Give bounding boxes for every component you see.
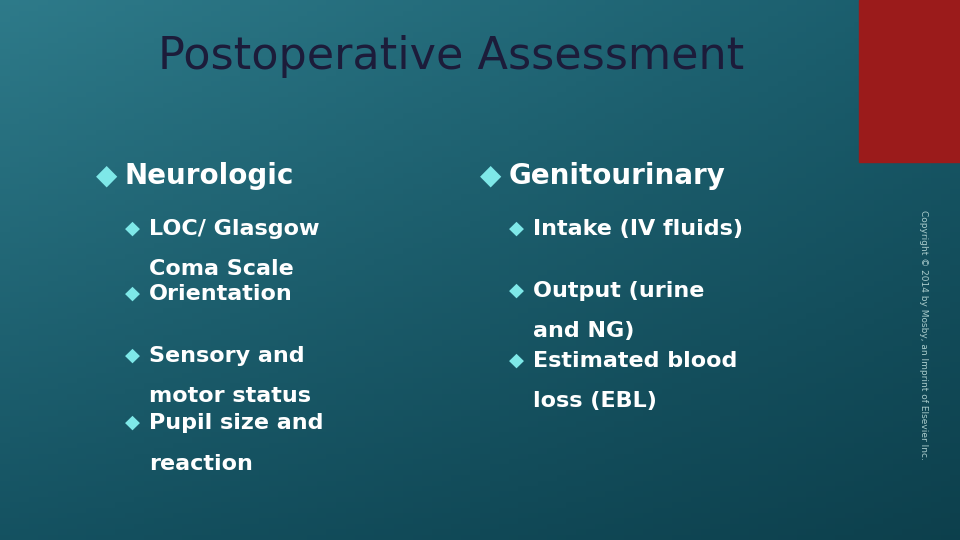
Text: ◆: ◆ (480, 162, 501, 190)
Text: Sensory and: Sensory and (149, 346, 304, 366)
Text: Genitourinary: Genitourinary (509, 162, 726, 190)
Text: Estimated blood: Estimated blood (533, 351, 737, 371)
Text: ◆: ◆ (125, 284, 140, 302)
Text: ◆: ◆ (125, 346, 140, 365)
Text: Orientation: Orientation (149, 284, 293, 303)
Text: LOC/ Glasgow: LOC/ Glasgow (149, 219, 320, 239)
Text: reaction: reaction (149, 454, 252, 474)
Text: ◆: ◆ (509, 281, 524, 300)
Text: loss (EBL): loss (EBL) (533, 392, 657, 411)
Text: motor status: motor status (149, 386, 311, 406)
Text: ◆: ◆ (96, 162, 117, 190)
Text: and NG): and NG) (533, 321, 635, 341)
Text: ◆: ◆ (125, 413, 140, 432)
Text: Postoperative Assessment: Postoperative Assessment (158, 35, 744, 78)
Text: Coma Scale: Coma Scale (149, 259, 294, 279)
Text: Output (urine: Output (urine (533, 281, 705, 301)
Text: ◆: ◆ (509, 351, 524, 370)
Text: Pupil size and: Pupil size and (149, 413, 324, 433)
Bar (859, 0, 960, 162)
Text: Neurologic: Neurologic (125, 162, 294, 190)
Text: Copyright © 2014 by Mosby, an Imprint of Elsevier Inc.: Copyright © 2014 by Mosby, an Imprint of… (919, 210, 928, 460)
Text: ◆: ◆ (125, 219, 140, 238)
Text: Intake (IV fluids): Intake (IV fluids) (533, 219, 743, 239)
Text: ◆: ◆ (509, 219, 524, 238)
